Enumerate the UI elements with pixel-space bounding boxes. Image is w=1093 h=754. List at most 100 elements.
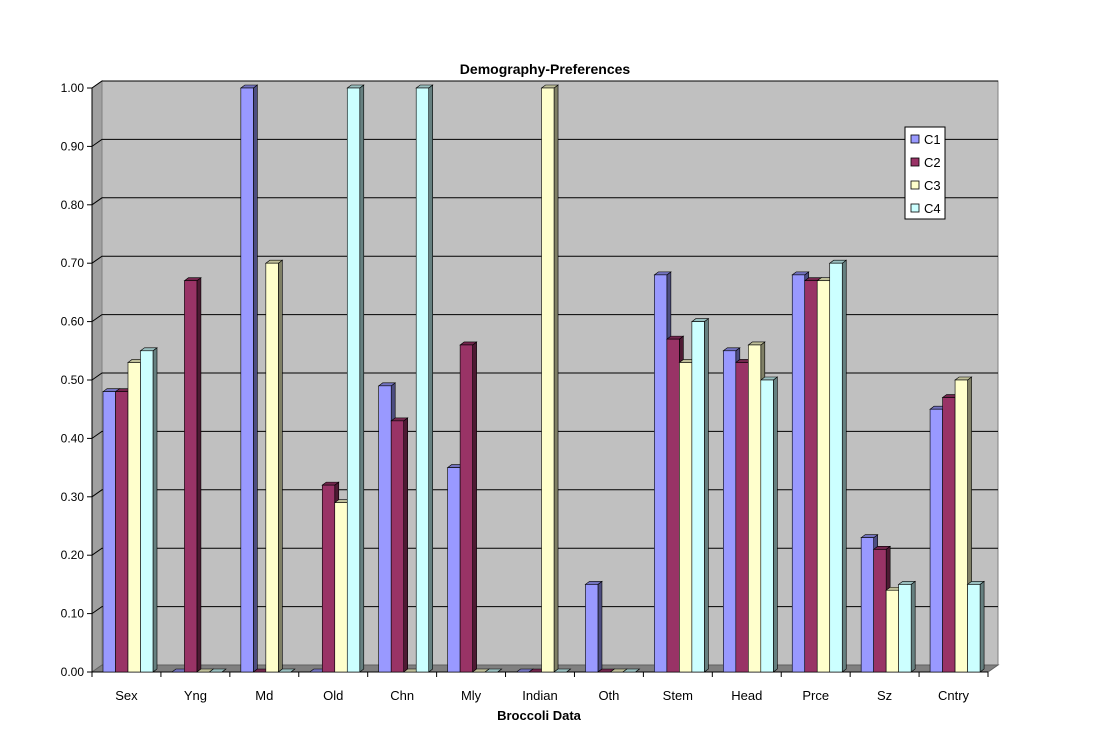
bar-top — [622, 668, 641, 673]
bar-side — [597, 580, 603, 673]
bar-side — [359, 84, 365, 673]
bar-front — [954, 379, 968, 673]
bar-side — [472, 341, 477, 673]
legend-label: C3 — [924, 178, 941, 193]
bar-side — [773, 376, 778, 673]
legend-label: C2 — [924, 155, 941, 170]
bar-front — [585, 584, 599, 673]
y-tick-label: 0.60 — [61, 315, 85, 329]
bar — [759, 376, 779, 673]
bar — [553, 668, 572, 673]
legend-swatch — [910, 134, 920, 144]
x-tick-label: Head — [731, 688, 762, 703]
bar-front — [447, 467, 461, 673]
legend-swatch — [910, 180, 920, 190]
bar — [966, 580, 985, 673]
bar — [584, 580, 603, 673]
x-tick-label: Md — [255, 688, 273, 703]
bar — [540, 84, 559, 673]
bar — [459, 341, 478, 673]
bar-front — [967, 584, 981, 673]
x-tick-label: Sz — [877, 688, 892, 703]
chart-title: Demography-Preferences — [460, 61, 631, 77]
bar-side — [553, 84, 559, 673]
bar-front — [390, 420, 404, 673]
bar-side — [152, 347, 158, 673]
y-tick-label: 0.10 — [61, 607, 85, 621]
bar-front — [804, 280, 818, 673]
bar-front — [791, 274, 806, 673]
bar — [390, 417, 409, 673]
bar-front — [140, 350, 154, 673]
bar-front — [654, 274, 668, 673]
bar-front — [898, 584, 912, 673]
bar-side — [910, 580, 916, 673]
bar-front — [184, 280, 198, 673]
legend-label: C1 — [924, 132, 941, 147]
x-tick-label: Prce — [802, 688, 829, 703]
bar-side — [979, 580, 985, 673]
bar-front — [942, 397, 956, 673]
bar — [484, 668, 503, 673]
gridline — [91, 255, 998, 264]
bar — [277, 668, 296, 673]
y-tick-label: 0.80 — [61, 198, 85, 212]
bar-front — [115, 391, 129, 673]
x-tick-label: Oth — [598, 688, 619, 703]
x-tick-label: Yng — [184, 688, 207, 703]
bar-front — [127, 362, 141, 673]
bar — [415, 84, 434, 673]
bar-top — [484, 668, 503, 673]
bar-side — [196, 277, 202, 673]
bar-front — [929, 408, 943, 673]
bar — [264, 259, 284, 673]
legend: C1 C2 C3 C4 — [904, 126, 946, 220]
bar-top — [553, 668, 572, 673]
bar-side — [403, 417, 408, 673]
bar — [346, 84, 365, 673]
x-tick-label: Mly — [461, 688, 482, 703]
bar-front — [459, 344, 473, 673]
bar — [239, 84, 259, 673]
bar-top — [277, 668, 296, 673]
bar-front — [735, 362, 749, 673]
legend-label: C4 — [924, 201, 941, 216]
bar — [208, 668, 227, 673]
bar-front — [723, 350, 737, 673]
y-tick-label: 0.00 — [61, 665, 85, 679]
bar-side — [253, 84, 258, 673]
bar-front — [873, 549, 887, 673]
bar-front — [666, 338, 680, 673]
gridline — [91, 314, 998, 323]
legend-swatch — [910, 157, 920, 167]
bar-front — [885, 589, 899, 673]
x-tick-label: Stem — [663, 688, 693, 703]
bar — [183, 277, 202, 673]
x-tick-label: Sex — [115, 688, 138, 703]
bar — [897, 580, 917, 673]
gridline — [91, 197, 998, 206]
bar — [139, 347, 158, 673]
bar-front — [321, 484, 336, 673]
bar-front — [240, 87, 254, 673]
y-tick-label: 0.70 — [61, 256, 85, 270]
bar-front — [346, 87, 361, 673]
bars-layer — [102, 84, 985, 673]
bar-front — [679, 362, 693, 673]
x-tick-label: Indian — [522, 688, 557, 703]
bar-front — [860, 537, 874, 673]
bar-top — [208, 668, 227, 673]
y-tick-label: 0.30 — [61, 490, 85, 504]
bar-front — [816, 280, 831, 673]
bar-side — [704, 318, 709, 673]
y-tick-label: 0.20 — [61, 548, 85, 562]
bar — [828, 259, 848, 673]
x-tick-label: Old — [323, 688, 343, 703]
bar-side — [278, 259, 283, 673]
bar-front — [691, 321, 705, 673]
gridline — [91, 80, 998, 89]
y-tick-label: 1.00 — [61, 81, 85, 95]
y-tick-label: 0.40 — [61, 431, 85, 445]
